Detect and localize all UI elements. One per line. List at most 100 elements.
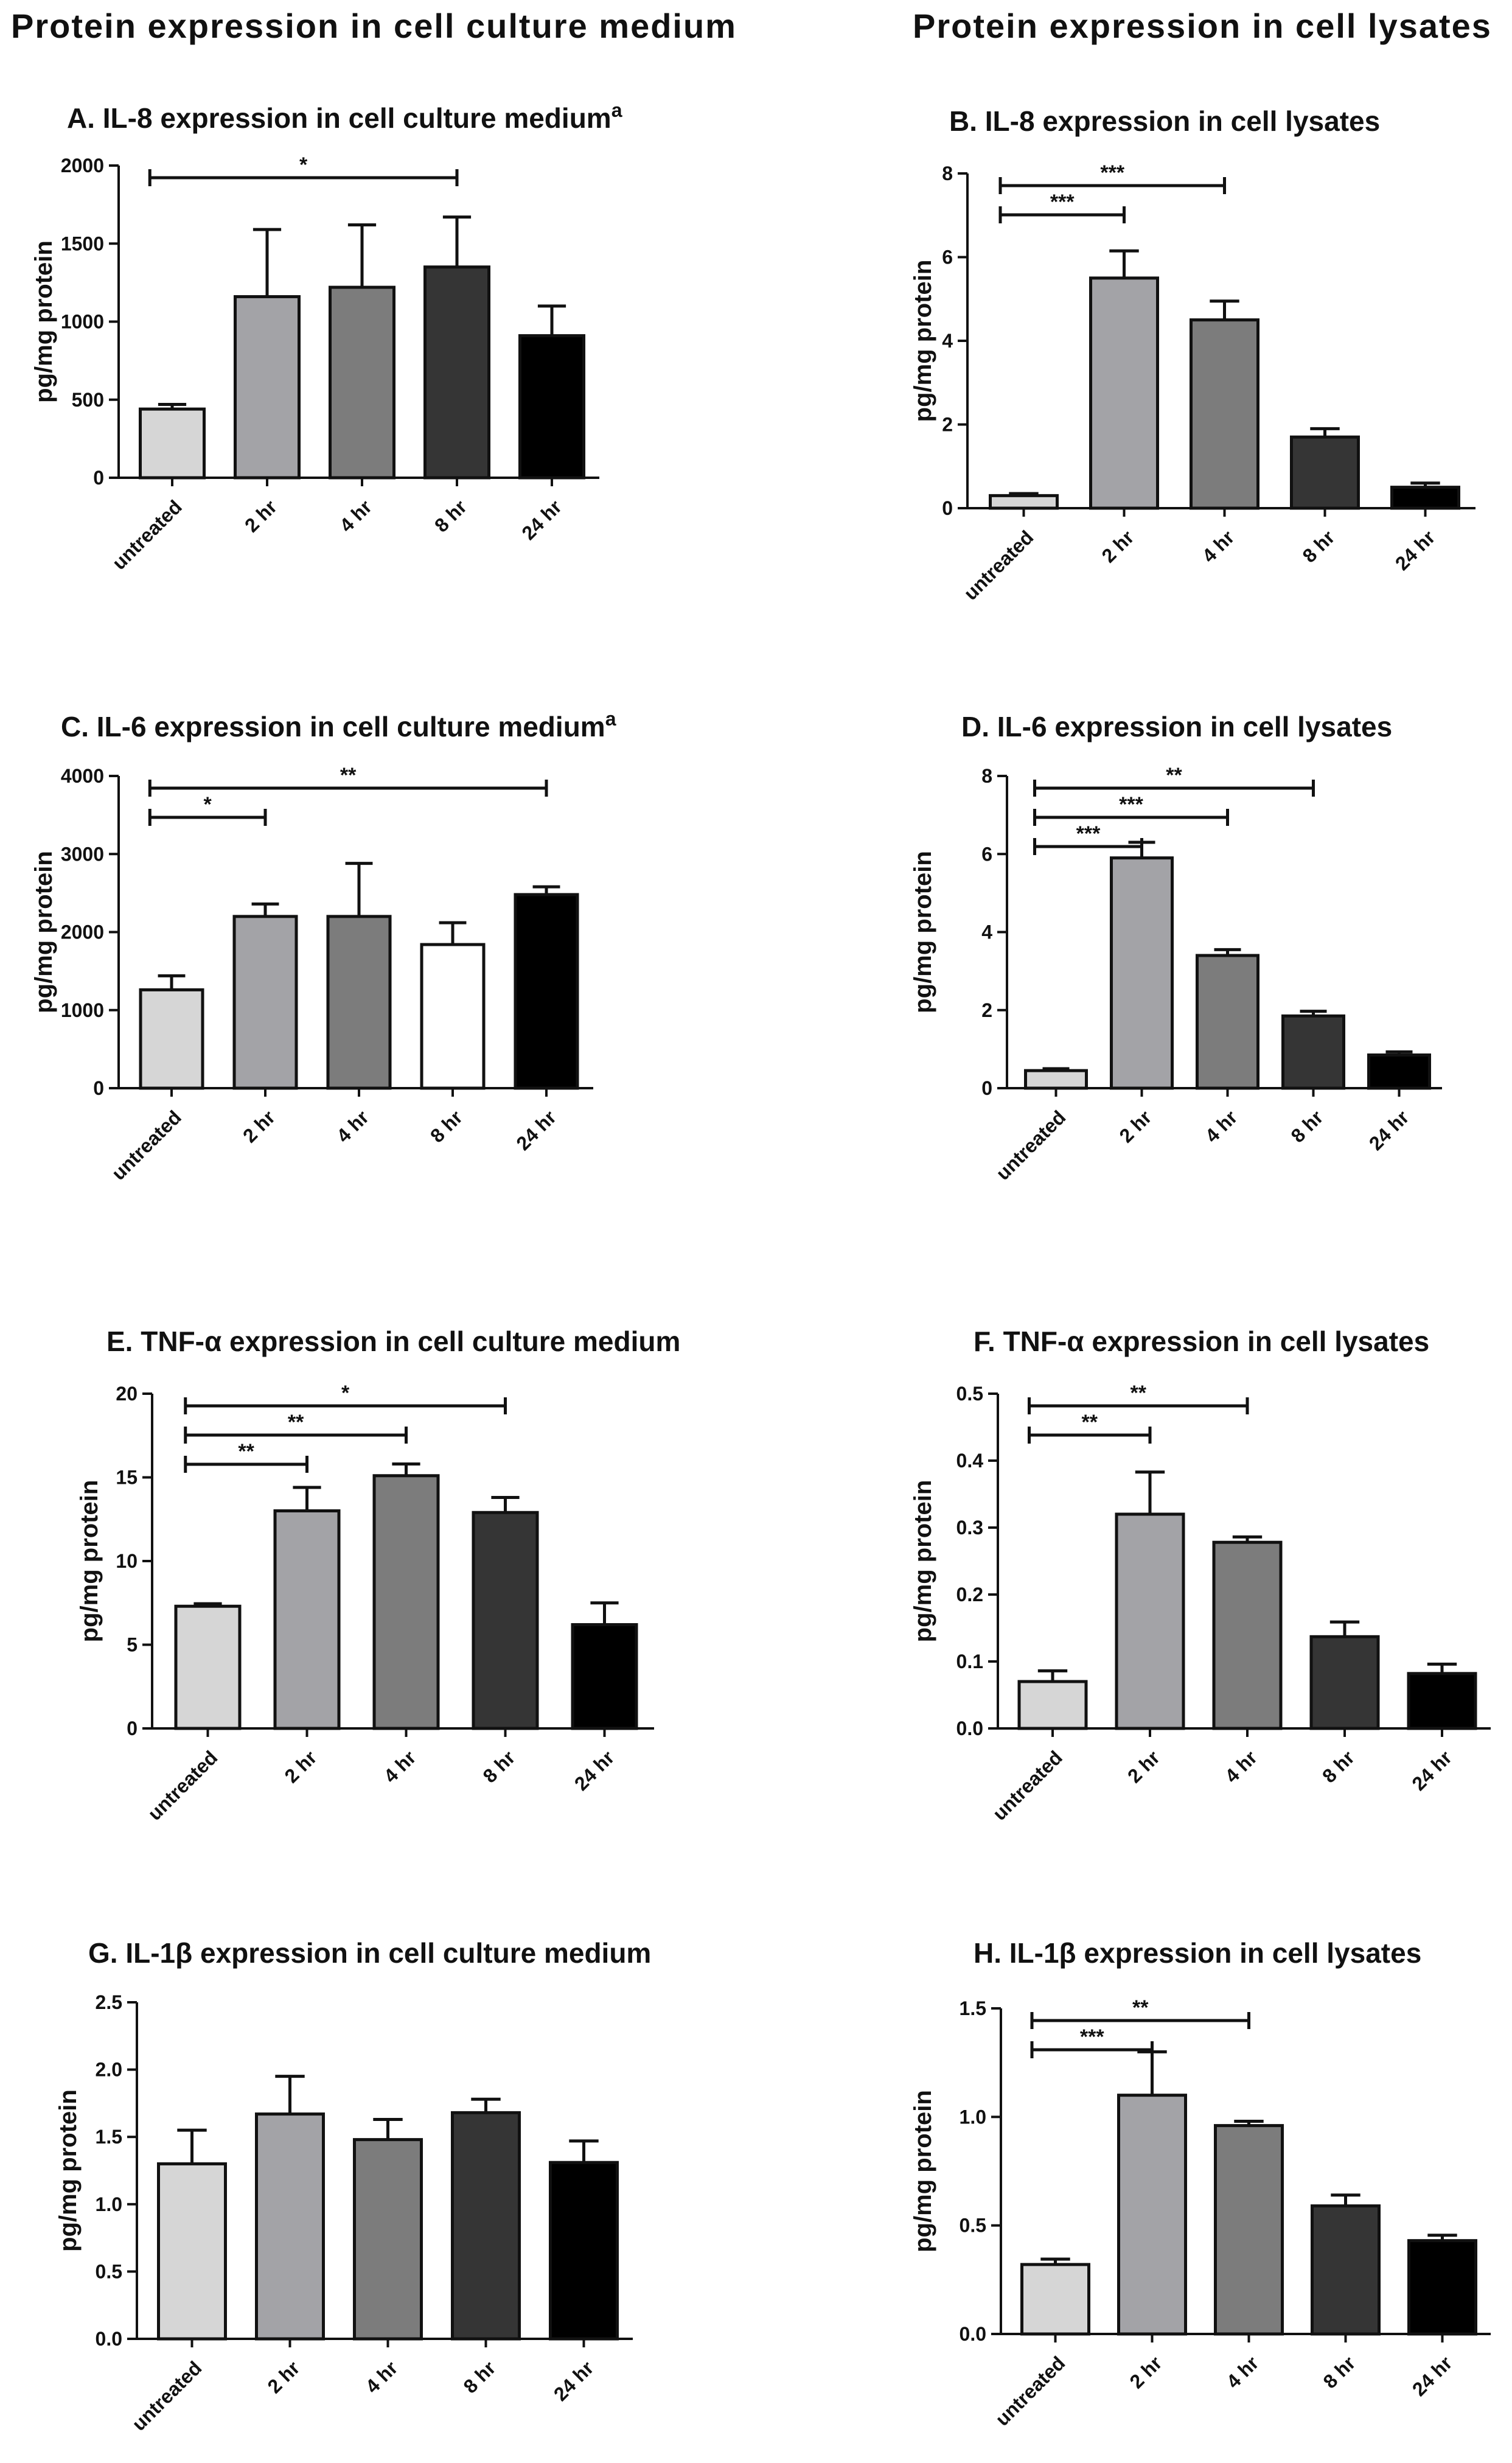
panel-title-text: TNF-α expression in cell culture medium — [141, 1326, 680, 1357]
bar — [1117, 2094, 1187, 2336]
significance-label: *** — [1050, 190, 1075, 214]
x-tick-label: 8 hr — [1319, 2352, 1359, 2392]
y-tick-label: 0 — [942, 497, 953, 519]
bar — [232, 915, 298, 1090]
significance-label: ** — [238, 1440, 254, 1463]
significance-label: *** — [1100, 161, 1124, 184]
bar — [423, 265, 490, 480]
panels: A. IL-8 expression in cell culture mediu… — [30, 99, 1491, 2435]
y-axis-label: pg/mg protein — [910, 2090, 936, 2252]
x-tick-label: untreated — [107, 1106, 186, 1184]
significance-label: * — [341, 1382, 350, 1405]
chart-panel-e: E. TNF-α expression in cell culture medi… — [76, 1326, 680, 1825]
bar — [139, 407, 206, 480]
bar — [372, 1474, 440, 1730]
bar — [139, 988, 204, 1090]
y-axis-label: pg/mg protein — [30, 240, 57, 403]
significance-label: ** — [1166, 764, 1182, 787]
x-tick-label: 2 hr — [1125, 2352, 1166, 2392]
x-tick-label: untreated — [991, 2352, 1070, 2430]
y-tick-label: 3000 — [61, 843, 104, 865]
left-column-header: Protein expression in cell culture mediu… — [11, 7, 737, 45]
y-tick-label: 1.0 — [960, 2106, 986, 2128]
y-tick-label: 0.0 — [956, 1717, 983, 1739]
x-tick-label: 2 hr — [263, 2356, 304, 2397]
x-tick-label: 2 hr — [1115, 1106, 1155, 1147]
x-tick-label: 8 hr — [430, 495, 471, 536]
y-axis-label: pg/mg protein — [910, 851, 936, 1013]
y-tick-label: 0.5 — [96, 2260, 122, 2282]
y-tick-label: 8 — [942, 162, 953, 184]
significance-label: *** — [1080, 2025, 1104, 2049]
x-tick-label: 2 hr — [1123, 1746, 1164, 1787]
x-tick-label: 8 hr — [426, 1106, 467, 1147]
bar — [518, 334, 585, 480]
bar — [234, 295, 301, 480]
bar — [989, 494, 1059, 510]
y-axis-label: pg/mg protein — [55, 2089, 82, 2252]
x-tick-label: 2 hr — [1097, 526, 1138, 567]
y-tick-label: 0 — [981, 1077, 992, 1099]
significance-label: *** — [1119, 793, 1143, 816]
y-tick-label: 1.5 — [96, 2126, 122, 2148]
y-tick-label: 0 — [93, 467, 104, 489]
y-tick-label: 6 — [942, 246, 953, 268]
panel-title-text: IL-6 expression in cell lysates — [997, 711, 1392, 742]
y-tick-label: 0.3 — [956, 1517, 983, 1539]
panel-letter: F. — [974, 1326, 1003, 1357]
y-axis-label: pg/mg protein — [30, 851, 57, 1013]
x-tick-label: 4 hr — [379, 1746, 420, 1787]
panel-title-text: IL-6 expression in cell culture medium — [97, 711, 605, 742]
x-tick-label: 2 hr — [240, 495, 281, 536]
chart-panel-b: B. IL-8 expression in cell lysates 0 2 4 6 8 p… — [910, 105, 1475, 604]
y-tick-label: 6 — [981, 843, 992, 865]
right-column-header: Protein expression in cell lysates — [913, 7, 1492, 45]
y-tick-label: 4 — [942, 330, 953, 352]
y-tick-label: 0.0 — [96, 2328, 122, 2350]
chart-title: D. IL-6 expression in cell lysates — [961, 711, 1392, 742]
significance-label: * — [204, 793, 212, 816]
x-tick-label: untreated — [144, 1746, 222, 1825]
x-tick-label: untreated — [988, 1746, 1067, 1825]
panel-title-text: IL-8 expression in cell lysates — [985, 105, 1380, 137]
y-tick-label: 15 — [116, 1467, 138, 1489]
x-tick-label: 24 hr — [1365, 1106, 1413, 1155]
y-tick-label: 20 — [116, 1383, 138, 1405]
y-tick-label: 2 — [942, 414, 953, 436]
y-tick-label: 0.5 — [956, 1383, 983, 1405]
bar — [329, 285, 395, 480]
x-tick-label: 8 hr — [1318, 1746, 1359, 1787]
y-tick-label: 0 — [127, 1717, 138, 1739]
panel-letter: A. — [67, 102, 103, 134]
chart-title: G. IL-1β expression in cell culture medi… — [88, 1937, 651, 1969]
bar — [514, 893, 579, 1090]
x-tick-label: 4 hr — [1200, 1106, 1241, 1147]
y-tick-label: 1.5 — [960, 1997, 986, 2019]
y-tick-label: 2.5 — [96, 1991, 122, 2013]
x-tick-label: 4 hr — [361, 2356, 402, 2397]
chart-panel-g: G. IL-1β expression in cell culture medi… — [55, 1937, 651, 2435]
bar — [571, 1623, 638, 1730]
y-tick-label: 2 — [981, 999, 992, 1021]
chart-panel-a: A. IL-8 expression in cell culture mediu… — [30, 99, 622, 574]
bar — [1212, 1540, 1283, 1730]
bar — [1024, 1069, 1088, 1090]
panel-letter: G. — [88, 1937, 125, 1969]
x-tick-label: 24 hr — [570, 1746, 619, 1795]
y-tick-label: 8 — [981, 765, 992, 787]
x-tick-label: 4 hr — [332, 1106, 373, 1147]
y-tick-label: 4000 — [61, 765, 104, 787]
significance-label: ** — [1082, 1411, 1098, 1434]
x-tick-label: 8 hr — [1298, 526, 1339, 567]
significance-label: ** — [1131, 1382, 1147, 1405]
chart-title: F. TNF-α expression in cell lysates — [974, 1326, 1429, 1357]
bar — [353, 2138, 423, 2341]
bar — [1190, 318, 1259, 510]
y-tick-label: 1000 — [61, 999, 104, 1021]
superscript: a — [611, 99, 622, 121]
bar — [1089, 276, 1159, 510]
panel-title-text: IL-8 expression in cell culture medium — [103, 102, 611, 134]
bar — [1407, 1672, 1477, 1730]
panel-title-text: TNF-α expression in cell lysates — [1003, 1326, 1430, 1357]
